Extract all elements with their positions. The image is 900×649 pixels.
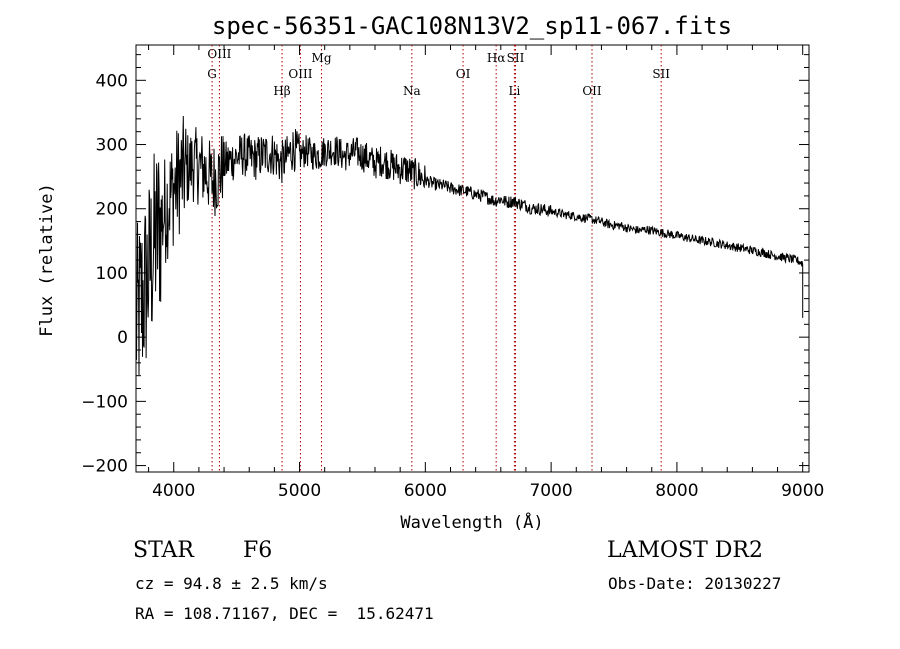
emission-line-label: Mg <box>312 51 332 65</box>
spectrum-line <box>135 115 804 376</box>
x-tick-label: 9000 <box>781 481 824 501</box>
emission-line-label: G <box>207 67 217 81</box>
y-axis-label: Flux (relative) <box>37 183 57 337</box>
y-tick-label: 0 <box>117 328 128 348</box>
emission-line-label: OII <box>582 84 602 98</box>
plot-frame <box>135 44 810 473</box>
emission-line-label: OIII <box>288 67 312 81</box>
x-tick-label: 4000 <box>152 481 195 501</box>
spectrum-chart: spec-56351-GAC108N13V2_sp11-067.fits Flu… <box>37 12 824 533</box>
chart-title: spec-56351-GAC108N13V2_sp11-067.fits <box>212 12 732 40</box>
emission-line-label: Hβ <box>273 84 290 98</box>
emission-line-label: Na <box>403 84 421 98</box>
x-axis-label: Wavelength (Å) <box>400 511 543 533</box>
object-subclass: F6 <box>243 538 273 563</box>
emission-line-label: SII <box>507 51 525 65</box>
emission-line-label: Li <box>508 84 520 98</box>
y-tick-label: −100 <box>81 392 128 412</box>
plot-area: 4000 5000 6000 7000 8000 9000 −200 −100 0 100 200 3… <box>81 44 824 501</box>
x-tick-label: 7000 <box>529 481 572 501</box>
y-tick-label: 300 <box>96 136 128 156</box>
object-class: STAR <box>133 538 194 563</box>
x-tick-label: 8000 <box>655 481 698 501</box>
emission-line-label: OIII <box>207 47 231 61</box>
y-tick-label: −200 <box>81 457 128 477</box>
emission-line-label: OI <box>456 67 471 81</box>
x-tick-label: 5000 <box>278 481 321 501</box>
survey-label: LAMOST DR2 <box>607 538 763 563</box>
emission-line-label: SII <box>652 67 670 81</box>
x-tick-label: 6000 <box>404 481 447 501</box>
y-tick-label: 100 <box>96 264 128 284</box>
obs-date: Obs-Date: 20130227 <box>608 574 782 593</box>
coordinates: RA = 108.71167, DEC = 15.62471 <box>135 604 434 623</box>
emission-line-label: Hα <box>487 51 506 65</box>
y-tick-label: 200 <box>96 200 128 220</box>
redshift-readout: cz = 94.8 ± 2.5 km/s <box>135 574 328 593</box>
y-tick-label: 400 <box>96 71 128 91</box>
